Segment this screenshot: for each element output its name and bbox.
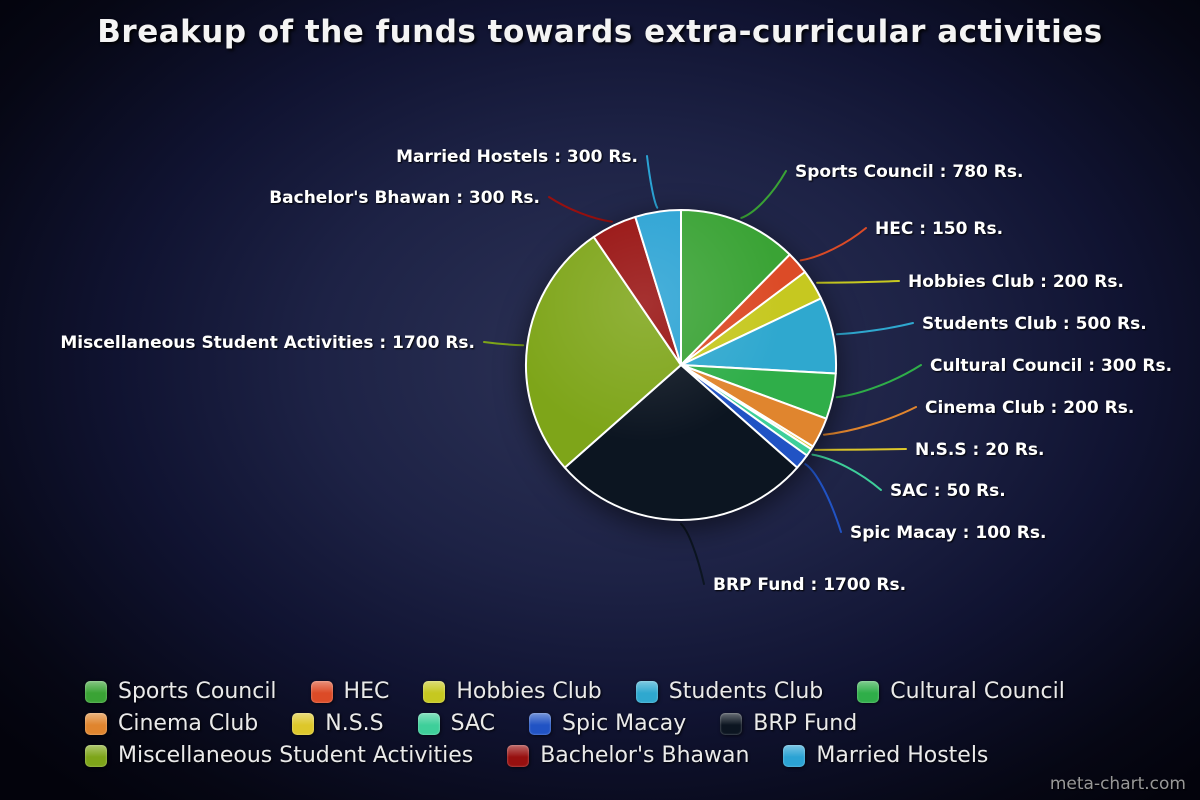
leader-line-miscellaneous-student-activities: [483, 341, 525, 347]
legend-item-students-club: Students Club: [635, 679, 824, 704]
legend-item-spic-macay: Spic Macay: [529, 711, 686, 736]
leader-line-spic-macay: [804, 463, 842, 533]
legend: Sports Council HEC Hobbies Club Students Cl…: [0, 679, 1200, 768]
legend-item-sac: SAC: [417, 711, 496, 736]
legend-label: BRP Fund: [753, 711, 858, 736]
leader-line-hobbies-club: [816, 280, 900, 284]
legend-row: Miscellaneous Student Activities Bachelor…: [85, 743, 1200, 768]
legend-label: Cinema Club: [118, 711, 259, 736]
legend-swatch: [507, 744, 530, 767]
leader-line-cinema-club: [822, 406, 917, 436]
legend-label: HEC: [343, 679, 390, 704]
legend-item-hec: HEC: [310, 679, 390, 704]
pie-slices: [524, 209, 838, 522]
legend-swatch: [783, 744, 806, 767]
callout-label-spic-macay: Spic Macay : 100 Rs.: [850, 523, 1046, 543]
legend-item-sports-council: Sports Council: [85, 679, 277, 704]
legend-label: Miscellaneous Student Activities: [118, 743, 474, 768]
legend-label: Students Club: [668, 679, 824, 704]
callout-label-miscellaneous-student-activities: Miscellaneous Student Activities : 1700 …: [60, 333, 475, 353]
legend-item-married-hostels: Married Hostels: [783, 743, 988, 768]
callout-label-hec: HEC : 150 Rs.: [875, 219, 1003, 239]
callout-label-cultural-council: Cultural Council : 300 Rs.: [930, 356, 1172, 376]
legend-label: Spic Macay: [562, 711, 687, 736]
leader-line-sports-council: [740, 170, 787, 219]
legend-swatch: [310, 680, 333, 703]
leader-line-sac: [811, 453, 882, 491]
legend-label: N.S.S: [325, 711, 384, 736]
legend-swatch: [720, 712, 743, 735]
legend-item-hobbies-club: Hobbies Club: [423, 679, 602, 704]
legend-swatch: [85, 680, 107, 703]
legend-swatch: [529, 712, 552, 735]
legend-label: Married Hostels: [816, 743, 989, 768]
legend-swatch: [423, 680, 446, 703]
callout-label-sac: SAC : 50 Rs.: [890, 481, 1006, 501]
leader-line-students-club: [836, 322, 914, 336]
callout-label-sports-council: Sports Council : 780 Rs.: [795, 162, 1023, 182]
leader-lines: [483, 155, 922, 585]
legend-swatch: [85, 712, 107, 735]
leader-line-cultural-council: [835, 364, 922, 399]
callout-label-bachelor-s-bhawan: Bachelor's Bhawan : 300 Rs.: [269, 188, 540, 208]
legend-item-miscellaneous-student-activities: Miscellaneous Student Activities: [85, 743, 473, 768]
legend-label: SAC: [450, 711, 496, 736]
legend-item-n-s-s: N.S.S: [292, 711, 384, 736]
leader-line-married-hostels: [646, 155, 659, 209]
legend-label: Hobbies Club: [456, 679, 602, 704]
legend-item-cinema-club: Cinema Club: [85, 711, 258, 736]
callout-label-hobbies-club: Hobbies Club : 200 Rs.: [908, 272, 1124, 292]
leader-line-bachelor-s-bhawan: [548, 196, 613, 223]
callout-label-married-hostels: Married Hostels : 300 Rs.: [396, 147, 638, 167]
callout-label-students-club: Students Club : 500 Rs.: [922, 314, 1147, 334]
callout-label-brp-fund: BRP Fund : 1700 Rs.: [713, 575, 906, 595]
legend-item-bachelor-s-bhawan: Bachelor's Bhawan: [507, 743, 749, 768]
legend-row: Cinema Club N.S.S SAC Spic Macay BRP Fund: [85, 711, 1200, 736]
callout-labels: Sports Council : 780 Rs. HEC : 150 Rs. Hob…: [60, 147, 1172, 595]
leader-line-n-s-s: [814, 448, 907, 451]
legend-swatch: [85, 744, 107, 767]
pie-sheen: [527, 211, 835, 519]
legend-row: Sports Council HEC Hobbies Club Students Cl…: [85, 679, 1200, 704]
legend-label: Cultural Council: [890, 679, 1065, 704]
legend-label: Bachelor's Bhawan: [540, 743, 750, 768]
leader-line-brp-fund: [680, 523, 705, 585]
leader-line-hec: [799, 227, 867, 262]
legend-item-cultural-council: Cultural Council: [857, 679, 1065, 704]
callout-label-n-s-s: N.S.S : 20 Rs.: [915, 440, 1045, 460]
chart-title: Breakup of the funds towards extra-curri…: [97, 14, 1103, 50]
legend-item-brp-fund: BRP Fund: [720, 711, 857, 736]
legend-label: Sports Council: [118, 679, 277, 704]
legend-swatch: [417, 712, 440, 735]
watermark: meta-chart.com: [1049, 774, 1186, 794]
callout-label-cinema-club: Cinema Club : 200 Rs.: [925, 398, 1134, 418]
legend-swatch: [857, 680, 880, 703]
legend-swatch: [635, 680, 658, 703]
legend-swatch: [292, 712, 315, 735]
